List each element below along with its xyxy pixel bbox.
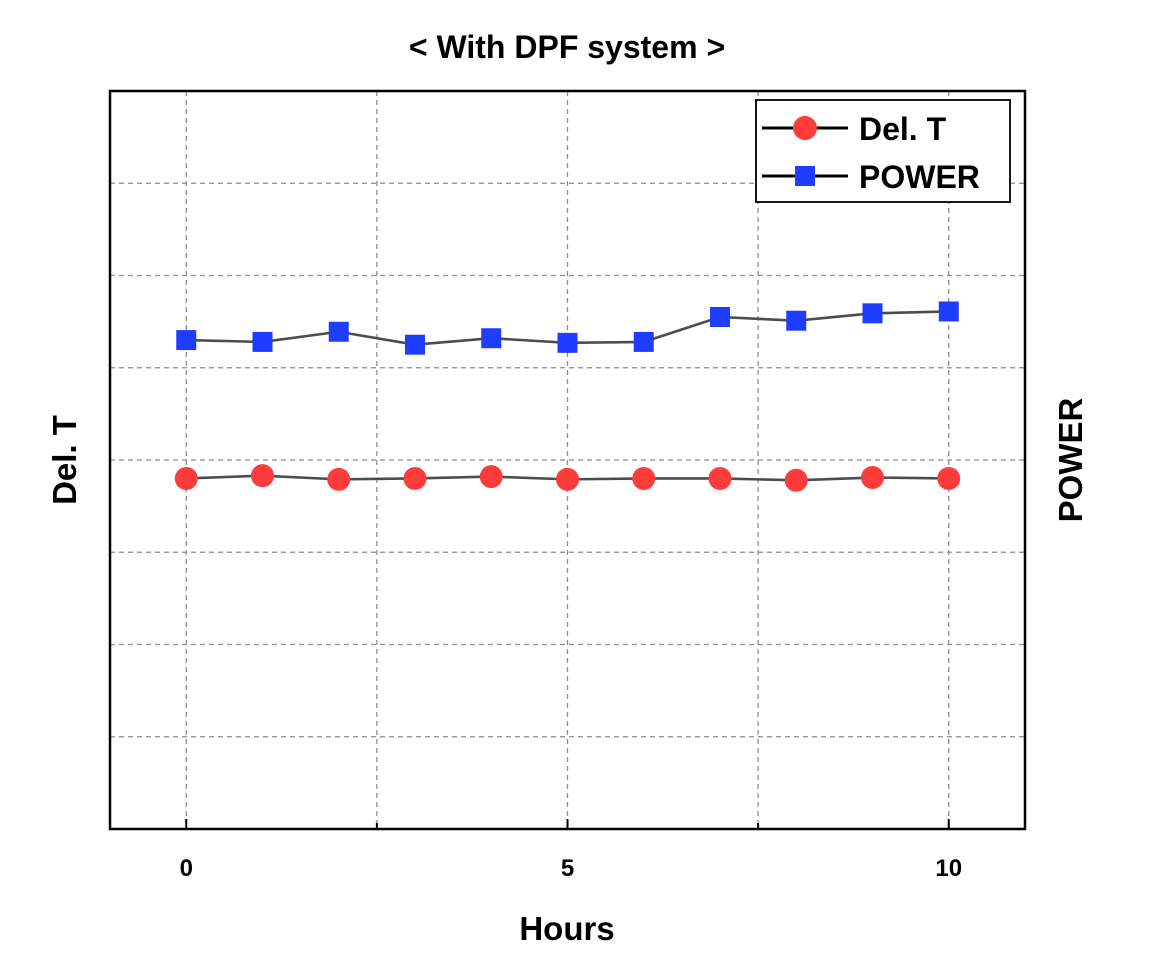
point-del-t-8 [784, 468, 808, 492]
point-del-t-6 [632, 466, 656, 490]
point-power-7 [710, 307, 730, 328]
point-del-t-1 [251, 464, 274, 488]
x-tick-label-0: 0 [180, 855, 193, 882]
point-power-8 [786, 310, 807, 331]
series-layer [174, 301, 961, 492]
point-power-2 [328, 321, 349, 342]
point-del-t-5 [556, 467, 579, 491]
legend-label-del-t: Del. T [859, 111, 947, 147]
point-del-t-7 [708, 466, 732, 490]
legend-label-power: POWER [859, 159, 980, 195]
point-power-3 [405, 334, 425, 355]
point-power-9 [862, 303, 883, 324]
point-del-t-2 [327, 467, 351, 491]
y-axis-title-right: POWER [1052, 397, 1089, 522]
x-axis-title: Hours [519, 910, 614, 947]
point-power-1 [252, 331, 273, 352]
chart-title: < With DPF system > [409, 29, 725, 65]
legend-marker-power [795, 166, 815, 186]
series-power [176, 301, 959, 355]
series-del-t [174, 464, 961, 492]
x-tick-labels: 0 5 10 [180, 855, 963, 882]
grid [110, 91, 1025, 829]
y-axis-title-left: Del. T [46, 415, 83, 505]
legend: Del. T POWER [755, 99, 1011, 203]
point-del-t-3 [403, 466, 427, 490]
x-ticks [185, 819, 950, 829]
point-power-5 [557, 332, 578, 353]
point-power-10 [938, 301, 959, 322]
x-tick-label-2: 10 [935, 855, 962, 882]
point-del-t-4 [479, 465, 503, 489]
legend-marker-del-t [793, 116, 817, 140]
point-power-0 [176, 330, 197, 351]
x-tick-label-1: 5 [561, 855, 574, 882]
point-del-t-10 [937, 466, 961, 490]
point-power-4 [481, 328, 502, 349]
point-del-t-9 [861, 466, 884, 490]
point-power-6 [633, 331, 654, 352]
point-del-t-0 [174, 466, 198, 490]
